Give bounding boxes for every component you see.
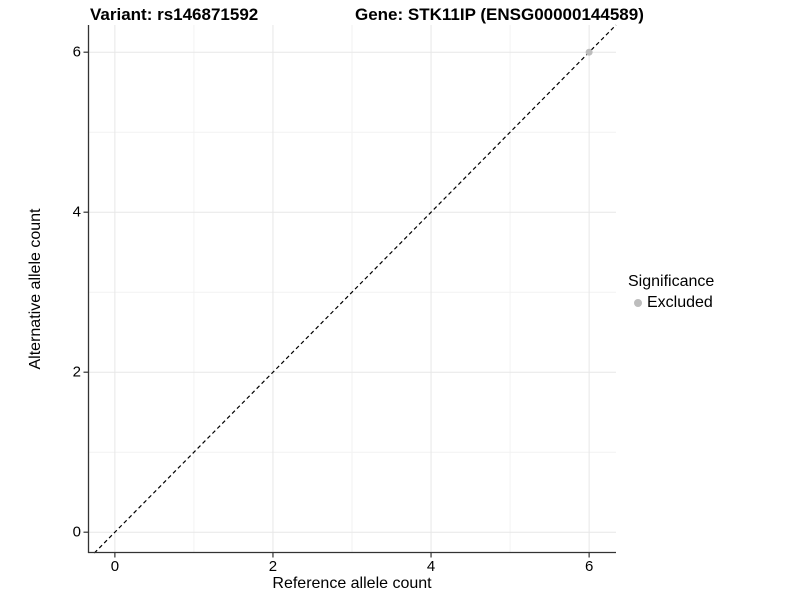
x-tick-label: 4 — [426, 558, 436, 575]
gene-title: Gene: STK11IP (ENSG00000144589) — [355, 5, 644, 24]
x-axis-title: Reference allele count — [272, 575, 432, 592]
legend: Significance Excluded — [628, 272, 714, 312]
excluded-point-swatch — [634, 298, 642, 307]
legend-item-label: Excluded — [647, 294, 713, 311]
variant-title: Variant: rs146871592 — [90, 5, 259, 24]
x-tick-label: 2 — [268, 558, 278, 575]
identity-reference-line — [93, 24, 617, 554]
plot-panel — [83, 24, 617, 558]
y-tick-label: 6 — [72, 43, 81, 61]
legend-title: Significance — [628, 273, 715, 290]
x-tick-label: 0 — [110, 558, 120, 575]
y-tick-label: 4 — [72, 203, 81, 221]
legend-item-excluded: Excluded — [628, 293, 714, 312]
y-axis-title: Alternative allele count — [27, 208, 44, 370]
data-point-excluded — [585, 48, 593, 56]
y-tick-label: 2 — [72, 363, 81, 381]
y-tick-label: 0 — [72, 523, 81, 541]
x-tick-label: 6 — [584, 558, 594, 575]
